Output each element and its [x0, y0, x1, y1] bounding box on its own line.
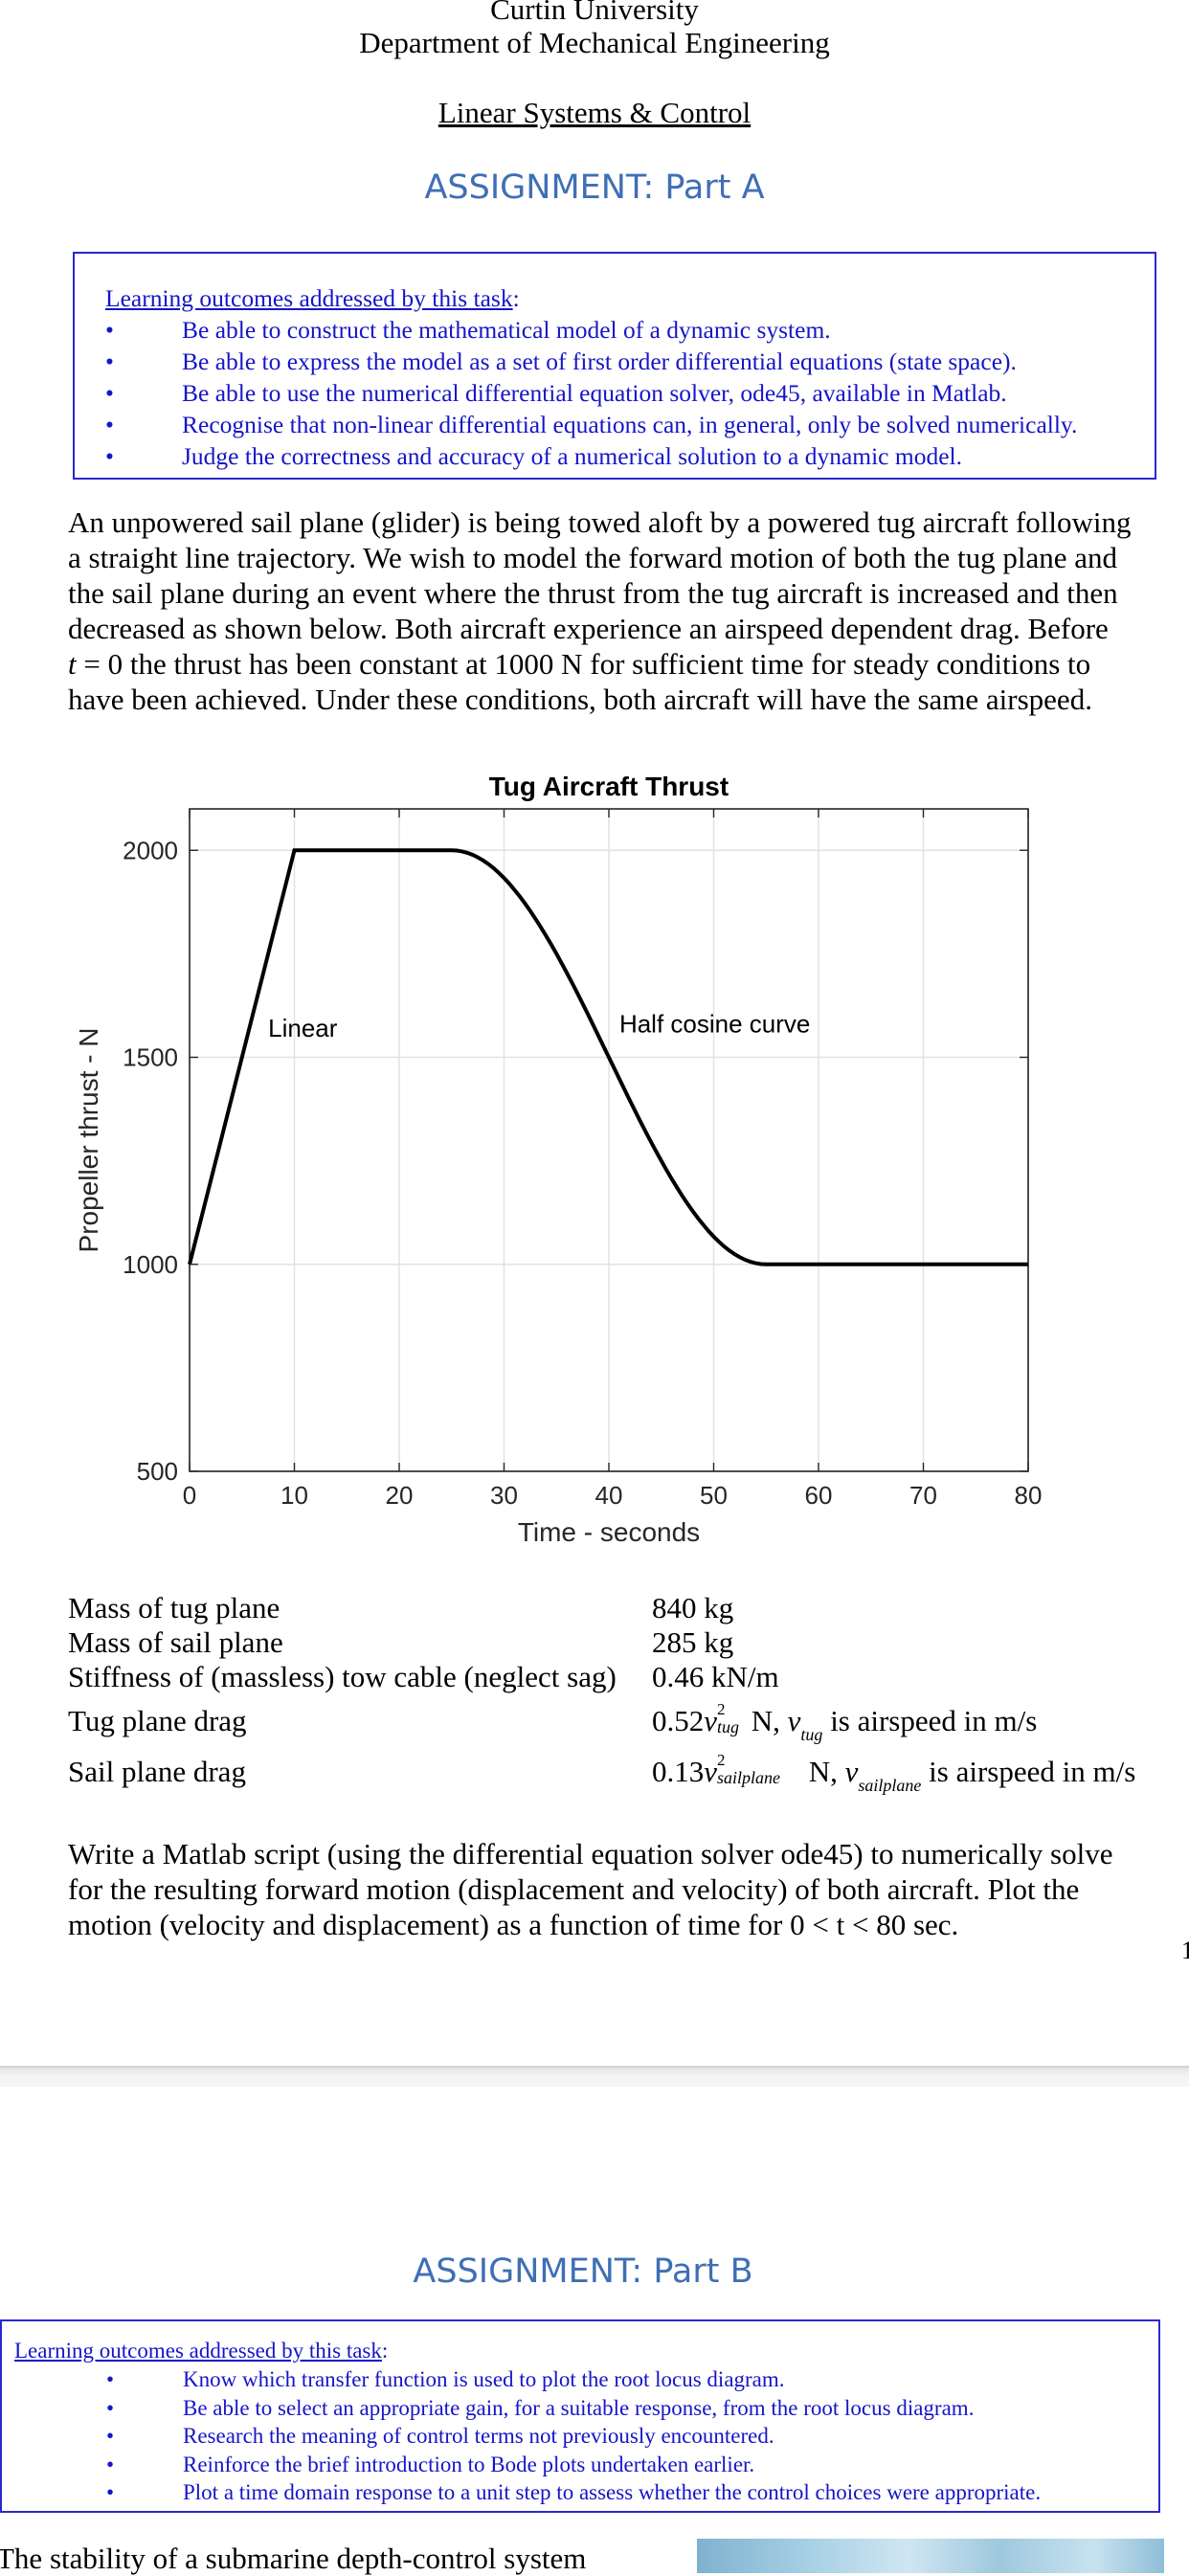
problem-intro: An unpowered sail plane (glider) is bein… — [68, 505, 1132, 716]
part-b-intro: The stability of a submarine depth-contr… — [0, 2542, 587, 2575]
x-tick-label: 80 — [1015, 1481, 1043, 1510]
submarine-photo — [697, 2539, 1164, 2573]
annotation-half-cosine: Half cosine curve — [619, 1010, 810, 1039]
x-tick-label: 70 — [909, 1481, 937, 1510]
x-tick-label: 60 — [805, 1481, 833, 1510]
annotation-linear: Linear — [268, 1014, 338, 1042]
part-b-title: ASSIGNMENT: Part B — [413, 2252, 753, 2291]
outcome-item: Research the meaning of control terms no… — [14, 2422, 1158, 2451]
x-axis-label: Time - seconds — [518, 1517, 700, 1547]
y-tick-label: 500 — [137, 1457, 178, 1486]
part-b-outcomes-box: Learning outcomes addressed by this task… — [0, 2319, 1160, 2513]
outcome-item: Reinforce the brief introduction to Bode… — [14, 2451, 1158, 2479]
outcome-item: Recognise that non-linear differential e… — [105, 409, 1155, 440]
outcome-item: Be able to use the numerical differentia… — [105, 377, 1155, 409]
y-tick-label: 1500 — [123, 1043, 178, 1072]
task-paragraph: Write a Matlab script (using the differe… — [68, 1837, 1113, 1941]
x-tick-label: 40 — [595, 1481, 623, 1510]
x-tick-label: 10 — [280, 1481, 308, 1510]
thrust-chart: 0 10 20 30 40 50 60 70 80 500 1000 1500 2000 Tug Air… — [67, 761, 1053, 1565]
chart-title: Tug Aircraft Thrust — [489, 772, 729, 801]
part-a-outcomes-box: Learning outcomes addressed by this task… — [73, 252, 1156, 480]
x-tick-label: 20 — [386, 1481, 414, 1510]
outcomes-list: Be able to construct the mathematical mo… — [105, 314, 1155, 472]
university-name: Curtin University — [490, 0, 699, 26]
thrust-series-line — [188, 848, 1028, 1266]
y-tick-label: 1000 — [123, 1250, 178, 1279]
outcomes-heading: Learning outcomes addressed by this task… — [14, 2339, 389, 2363]
part-a-title: ASSIGNMENT: Part A — [424, 168, 765, 207]
page-number-fragment: 1 — [1181, 1937, 1189, 1964]
outcome-item: Be able to express the model as a set of… — [105, 346, 1155, 377]
thrust-chart-svg: 0 10 20 30 40 50 60 70 80 500 1000 1500 2000 Tug Air… — [74, 772, 1043, 1547]
x-tick-label: 30 — [490, 1481, 518, 1510]
outcome-item: Plot a time domain response to a unit st… — [14, 2478, 1158, 2507]
outcome-item: Be able to select an appropriate gain, f… — [14, 2394, 1158, 2423]
outcome-item: Be able to construct the mathematical mo… — [105, 314, 1155, 346]
y-axis-label: Propeller thrust - N — [74, 1028, 103, 1253]
x-tick-label: 0 — [183, 1481, 196, 1510]
page-separator — [0, 2066, 1189, 2089]
outcome-item: Judge the correctness and accuracy of a … — [105, 440, 1155, 472]
y-tick-label: 2000 — [123, 836, 178, 864]
outcomes-heading: Learning outcomes addressed by this task… — [105, 284, 520, 312]
course-title: Linear Systems & Control — [437, 96, 752, 129]
outcomes-list: Know which transfer function is used to … — [14, 2365, 1158, 2507]
x-tick-label: 50 — [700, 1481, 728, 1510]
department-name: Department of Mechanical Engineering — [359, 26, 830, 59]
outcome-item: Know which transfer function is used to … — [14, 2365, 1158, 2394]
